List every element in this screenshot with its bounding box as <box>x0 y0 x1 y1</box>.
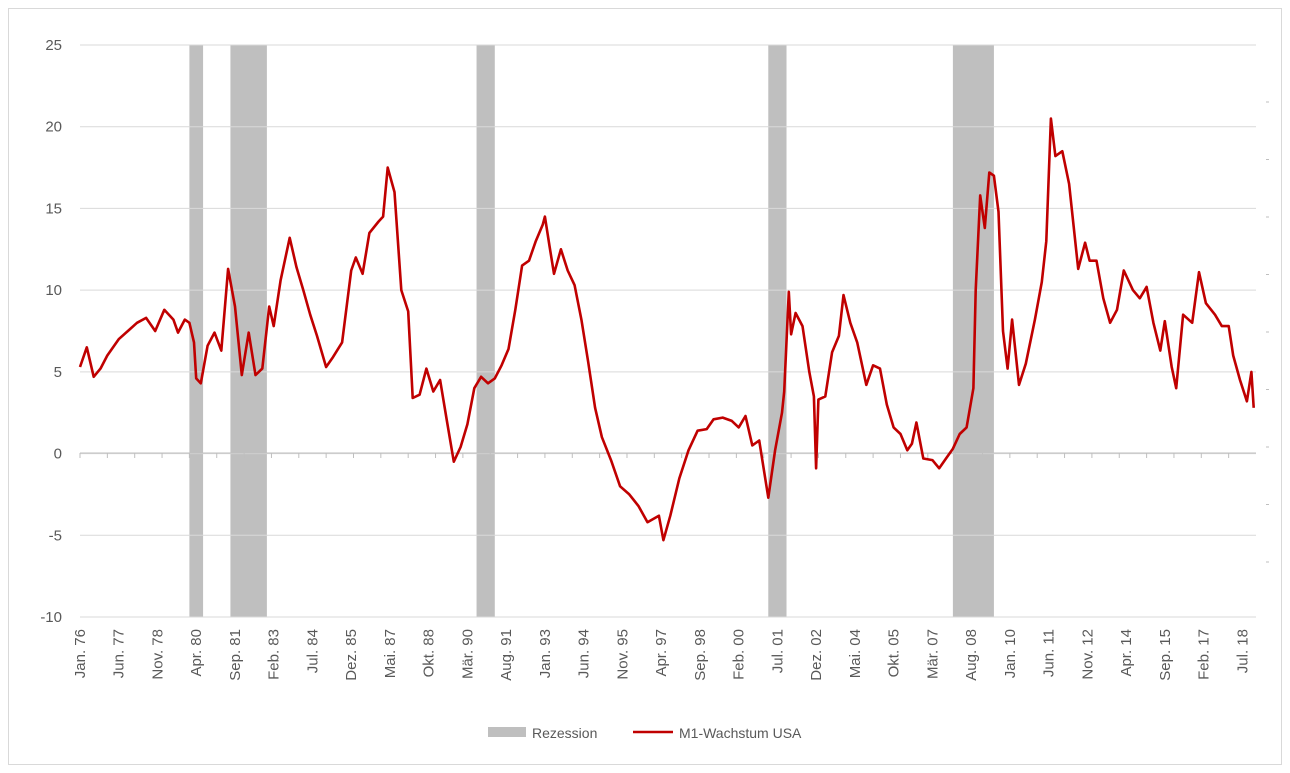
x-tick-label: Apr. 14 <box>1118 629 1135 677</box>
x-tick-label: Nov. 95 <box>614 629 631 680</box>
x-tick-label: Apr. 97 <box>653 629 670 677</box>
y-tick-label: 5 <box>54 364 62 381</box>
y-tick-label: 20 <box>45 119 62 136</box>
x-tick-label: Sep. 81 <box>227 629 244 681</box>
gridlines <box>80 44 1256 618</box>
recession-band <box>768 45 787 617</box>
x-tick-label: Jun. 77 <box>111 629 128 678</box>
x-tick-label: Mai. 87 <box>382 629 399 678</box>
x-tick-label: Jun. 11 <box>1041 629 1058 677</box>
x-tick-label: Okt. 05 <box>886 629 903 677</box>
chart-frame <box>8 8 1282 765</box>
x-tick-label: Dez. 85 <box>343 629 360 681</box>
x-tick-label: Aug. 91 <box>498 629 515 681</box>
y-tick-label: 15 <box>45 200 62 217</box>
x-axis: Jan. 76 Jun. 77 Nov. 78 Apr. 80 Sep. 81 Feb. … <box>72 101 1269 681</box>
x-tick-label: Mär. 90 <box>459 629 476 679</box>
x-tick-label: Dez. 02 <box>808 629 825 681</box>
y-tick-label: 10 <box>45 282 62 299</box>
x-tick-label: Sep. 98 <box>692 629 709 681</box>
x-tick-label: Jan. 76 <box>72 629 89 678</box>
series-line-m1 <box>78 117 1255 542</box>
x-tick-label: Apr. 80 <box>188 629 205 677</box>
legend: Rezession M1-Wachstum USA <box>488 725 802 741</box>
recession-band <box>230 45 267 617</box>
x-tick-label: Nov. 12 <box>1079 629 1096 680</box>
x-tick-label: Jun. 94 <box>576 629 593 678</box>
x-tick-label: Jul. 18 <box>1234 629 1251 673</box>
y-tick-label: -10 <box>40 609 62 626</box>
recession-band <box>189 45 204 617</box>
recession-bands <box>189 45 994 617</box>
x-tick-label: Nov. 78 <box>149 629 166 680</box>
x-tick-label: Jul. 01 <box>769 629 786 673</box>
recession-band <box>952 45 994 617</box>
x-tick-label: Okt. 88 <box>421 629 438 677</box>
legend-label-m1: M1-Wachstum USA <box>679 725 802 741</box>
y-axis-ticks: 25 20 15 10 5 0 -5 -10 <box>40 37 62 626</box>
x-tick-label: Jan. 10 <box>1002 629 1019 678</box>
y-tick-label: 25 <box>45 37 62 54</box>
x-tick-label: Sep. 15 <box>1157 629 1174 681</box>
x-tick-label: Feb. 83 <box>266 629 283 680</box>
recession-band <box>476 45 495 617</box>
x-tick-label: Aug. 08 <box>963 629 980 681</box>
x-tick-label: Mär. 07 <box>924 629 941 679</box>
x-tick-label: Jul. 84 <box>304 629 321 673</box>
series-lines <box>78 117 1255 542</box>
x-tick-label: Feb. 17 <box>1196 629 1213 680</box>
x-tick-label: Mai. 04 <box>847 629 864 678</box>
legend-swatch-rezession <box>488 727 526 737</box>
legend-label-rezession: Rezession <box>532 725 597 741</box>
x-tick-label: Feb. 00 <box>731 629 748 680</box>
y-tick-label: 0 <box>54 446 62 463</box>
x-tick-label: Jan. 93 <box>537 629 554 678</box>
y-tick-label: -5 <box>49 527 62 544</box>
